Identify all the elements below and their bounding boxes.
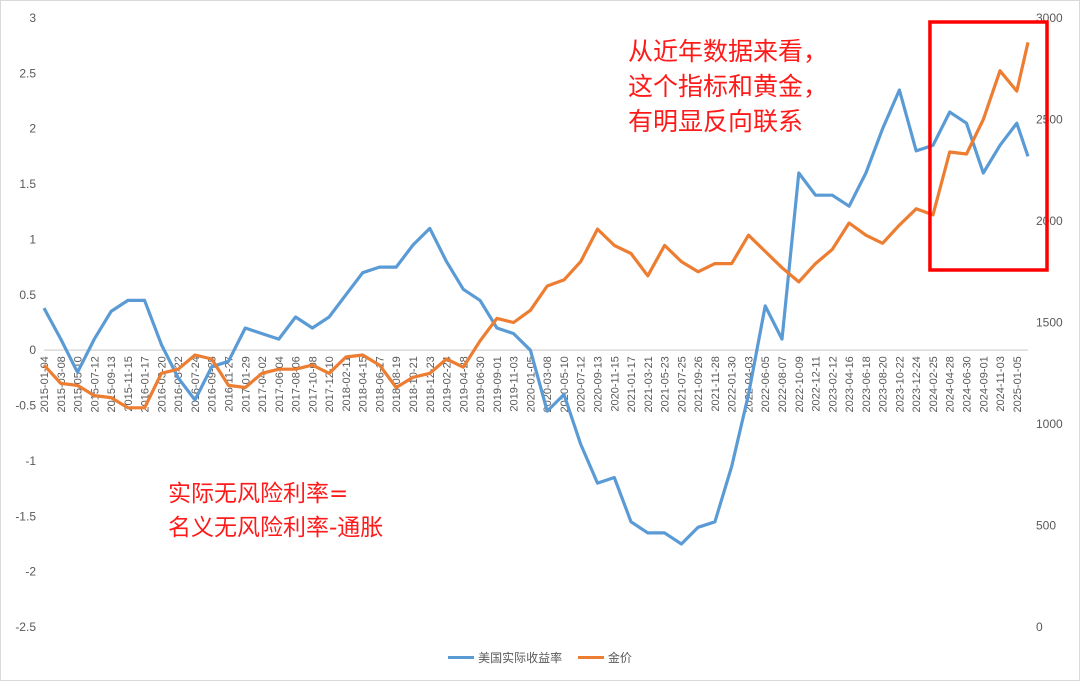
x-tick-label: 2017-12-10 (324, 356, 336, 412)
x-tick-label: 2022-01-30 (727, 356, 739, 412)
x-tick-label: 2020-05-10 (559, 356, 571, 412)
x-tick-label: 2023-08-20 (878, 356, 890, 412)
x-tick-label: 2019-02-24 (442, 356, 454, 412)
legend: 美国实际收益率 金价 (0, 648, 1080, 666)
left-y-axis: 3 2.5 2 1.5 1 0.5 0 -0.5 -1 -1.5 -2 -2.5 (15, 11, 36, 634)
x-tick-label: 2023-12-24 (911, 356, 923, 412)
real-yield-line (42, 88, 1030, 546)
left-y-tick-label: 3 (29, 11, 36, 25)
legend-swatch-orange (577, 656, 604, 659)
x-tick-label: 2020-11-15 (609, 356, 621, 411)
x-tick-label: 2023-10-22 (894, 356, 906, 412)
right-y-tick-label: 1000 (1036, 417, 1063, 431)
x-tick-label: 2017-04-02 (257, 356, 269, 412)
x-tick-label: 2019-04-28 (458, 356, 470, 412)
x-tick-label: 2022-08-07 (777, 356, 789, 412)
x-tick-label: 2024-04-28 (945, 356, 957, 412)
x-tick-label: 2019-09-01 (492, 356, 504, 412)
x-tick-label: 2024-02-25 (928, 356, 940, 412)
x-tick-label: 2023-06-18 (861, 356, 873, 412)
x-tick-label: 2022-06-05 (760, 356, 772, 412)
gold-price-line (42, 42, 1030, 410)
right-y-tick-label: 2500 (1036, 113, 1063, 127)
x-tick-label: 2021-03-21 (643, 356, 655, 412)
left-y-tick-label: 2.5 (19, 66, 36, 80)
x-tick-label: 2018-02-11 (341, 356, 353, 411)
x-tick-label: 2018-04-15 (358, 356, 370, 412)
x-tick-label: 2023-04-16 (844, 356, 856, 412)
x-tick-label: 2021-05-23 (660, 356, 672, 412)
x-tick-label: 2018-12-23 (425, 356, 437, 412)
right-y-tick-label: 2000 (1036, 214, 1063, 228)
left-y-tick-label: -1.5 (15, 509, 36, 523)
x-tick-label: 2019-06-30 (475, 356, 487, 412)
left-y-tick-label: 0.5 (19, 288, 36, 302)
left-y-tick-label: -2 (25, 565, 36, 579)
legend-label: 金价 (607, 651, 632, 665)
annotation-real-rate-definition: 实际无风险利率= 名义无风险利率-通胀 (168, 481, 384, 541)
x-tick-label: 2017-06-04 (274, 356, 286, 412)
annotation-inverse-relation: 从近年数据来看， 这个指标和黄金， 有明显反向联系 (628, 37, 829, 136)
left-y-tick-label: -0.5 (15, 399, 36, 413)
right-y-tick-label: 0 (1036, 620, 1043, 634)
right-y-tick-label: 1500 (1036, 316, 1063, 330)
highlight-box (928, 20, 1049, 272)
x-tick-label: 2022-10-09 (794, 356, 806, 412)
legend-item-gold-price: 金价 (577, 649, 632, 666)
x-tick-label: 2016-11-27 (224, 356, 236, 411)
x-tick-label: 2019-11-03 (509, 356, 521, 411)
right-y-tick-label: 500 (1036, 519, 1056, 533)
x-tick-label: 2021-11-28 (710, 356, 722, 411)
x-tick-label: 2025-01-05 (1012, 356, 1024, 412)
x-tick-label: 2024-06-30 (962, 356, 974, 412)
x-tick-label: 2018-10-21 (408, 356, 420, 412)
x-tick-label: 2023-02-12 (827, 356, 839, 412)
x-tick-label: 2022-12-11 (811, 356, 823, 411)
x-tick-label: 2020-09-13 (593, 356, 605, 412)
left-y-tick-label: 0 (29, 343, 36, 357)
x-tick-label: 2017-08-06 (291, 356, 303, 412)
x-tick-label: 2016-07-24 (190, 356, 202, 412)
legend-item-real-yield: 美国实际收益率 (448, 649, 562, 666)
x-tick-label: 2017-10-08 (307, 356, 319, 412)
left-y-tick-label: 1.5 (19, 177, 36, 191)
x-tick-label: 2021-01-17 (626, 356, 638, 412)
left-y-tick-label: -2.5 (15, 620, 36, 634)
x-tick-label: 2017-01-29 (240, 356, 252, 412)
x-tick-label: 2016-03-20 (156, 356, 168, 412)
left-y-tick-label: 2 (29, 122, 36, 136)
x-tick-label: 2015-11-15 (123, 356, 135, 411)
x-tick-label: 2024-09-01 (978, 356, 990, 412)
left-y-tick-label: -1 (25, 454, 36, 468)
left-y-tick-label: 1 (29, 232, 36, 246)
legend-swatch-blue (448, 656, 475, 659)
x-tick-label: 2015-07-12 (89, 356, 101, 412)
x-tick-label: 2021-09-26 (693, 356, 705, 412)
x-tick-label: 2015-09-13 (106, 356, 118, 412)
x-tick-label: 2021-07-25 (676, 356, 688, 412)
x-tick-label: 2024-11-03 (995, 356, 1007, 411)
series-lines (42, 42, 1030, 546)
legend-label: 美国实际收益率 (478, 651, 563, 665)
x-tick-label: 2018-08-19 (391, 356, 403, 412)
x-tick-label: 2020-07-12 (576, 356, 588, 412)
